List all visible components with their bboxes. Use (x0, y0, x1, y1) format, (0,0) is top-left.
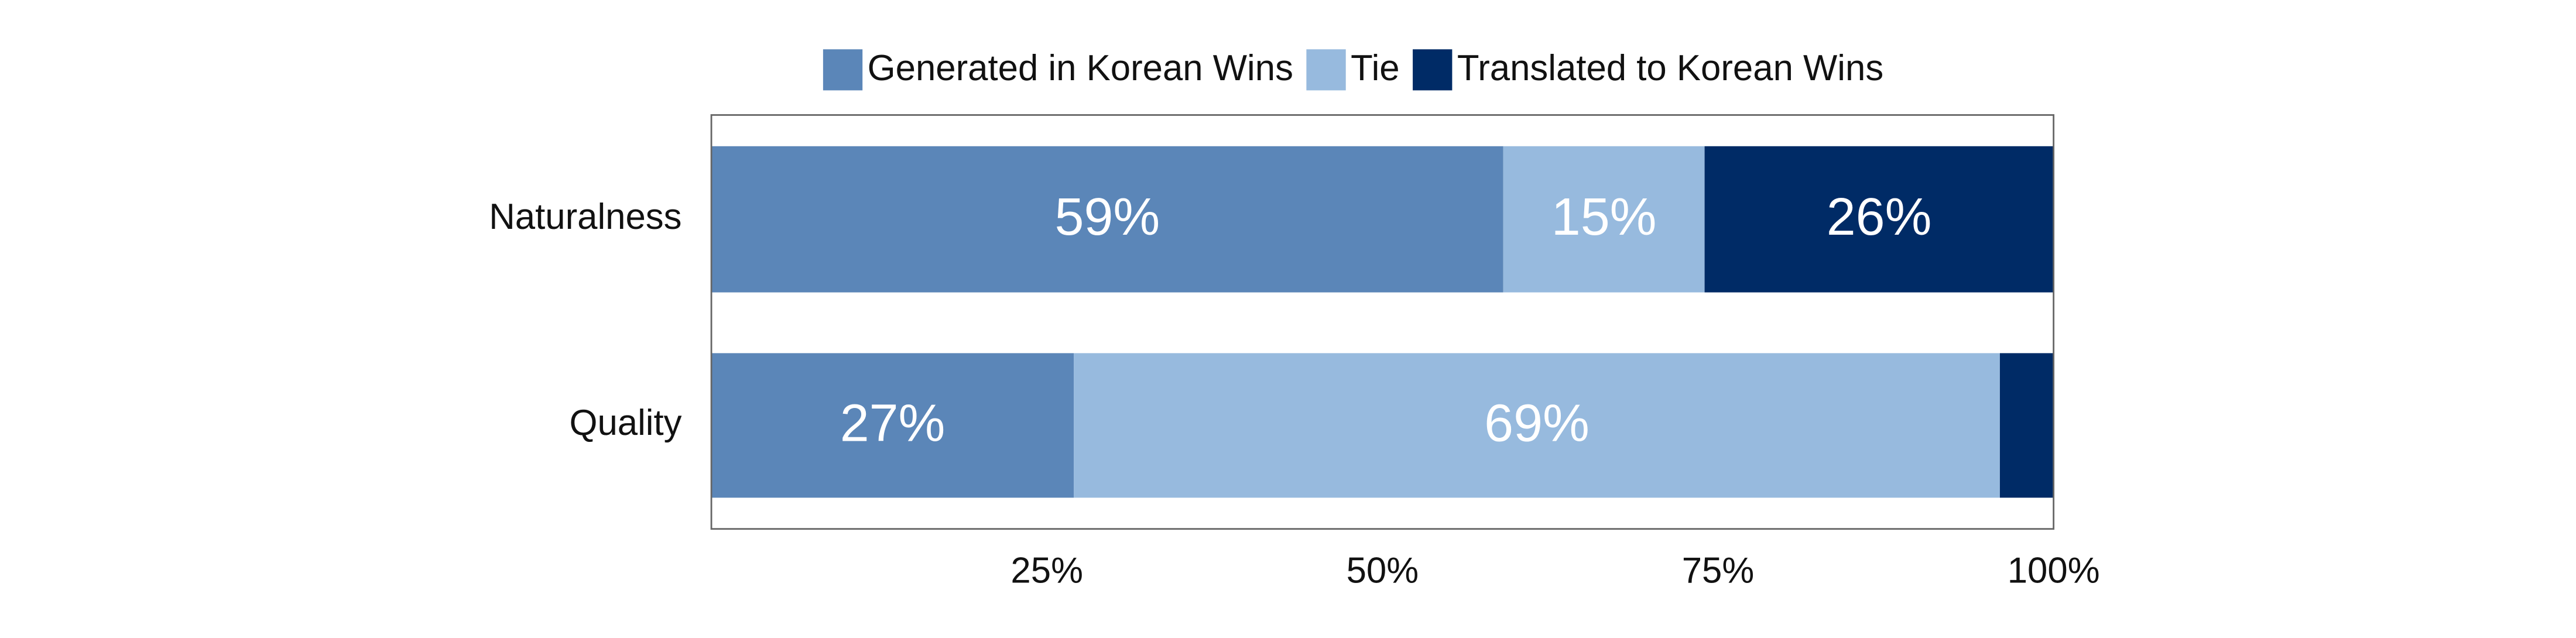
legend-label: Translated to Korean Wins (1457, 48, 1883, 88)
legend-label: Tie (1351, 48, 1399, 88)
legend-label: Generated in Korean Wins (868, 48, 1293, 88)
plot-frame (710, 114, 2055, 530)
value-label: 15% (1551, 188, 1657, 246)
x-tick-label: 25% (1010, 551, 1083, 591)
legend-swatch (1306, 49, 1346, 91)
bar-segment (1704, 146, 2054, 293)
bar-segment (1999, 353, 2054, 498)
value-label: 27% (840, 394, 946, 452)
value-label: 26% (1827, 188, 1932, 246)
value-label: 59% (1055, 188, 1160, 246)
category-label: Naturalness (489, 197, 681, 237)
x-tick-label: 50% (1347, 551, 1419, 591)
legend-swatch (1413, 49, 1453, 91)
bar-segment (711, 353, 1074, 498)
x-tick-label: 75% (1682, 551, 1755, 591)
legend-swatch (823, 49, 863, 91)
x-tick-label: 100% (2008, 551, 2100, 591)
bar-segment (1503, 146, 1705, 293)
category-label: Quality (569, 403, 681, 443)
bar-segment (1074, 353, 2000, 498)
value-label: 69% (1484, 394, 1590, 452)
bar-segment (711, 146, 1503, 293)
